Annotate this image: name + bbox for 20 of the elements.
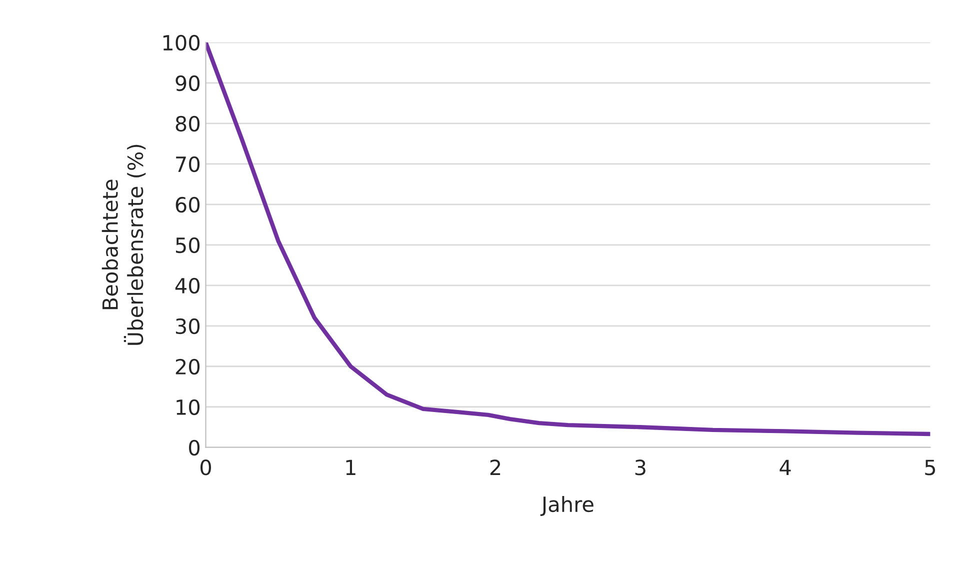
y-tick-label: 70: [176, 156, 200, 172]
line-series: [206, 42, 930, 436]
x-tick-label: 1: [346, 460, 356, 476]
y-tick-label: 50: [176, 237, 200, 254]
y-tick-label: 10: [176, 399, 200, 416]
y-tick-label: 90: [176, 75, 200, 92]
x-tick-label: 4: [780, 460, 791, 476]
x-tick-label: 3: [635, 460, 646, 476]
y-tick-label: 40: [175, 278, 200, 294]
x-tick-label: 2: [490, 460, 500, 476]
y-tick-label: 0: [189, 440, 200, 456]
x-tick-label: 5: [925, 460, 936, 476]
y-tick-label: 100: [163, 34, 200, 51]
y-tick-label: 20: [176, 358, 200, 375]
x-tick-label: 0: [200, 460, 211, 476]
y-axis-title: Beobachtete Überlebensrate (%): [102, 144, 146, 345]
y-tick-label: 80: [176, 116, 200, 132]
y-tick-label: 30: [176, 318, 200, 334]
y-tick-label: 60: [176, 196, 200, 213]
x-axis-title: Jahre: [540, 496, 594, 516]
